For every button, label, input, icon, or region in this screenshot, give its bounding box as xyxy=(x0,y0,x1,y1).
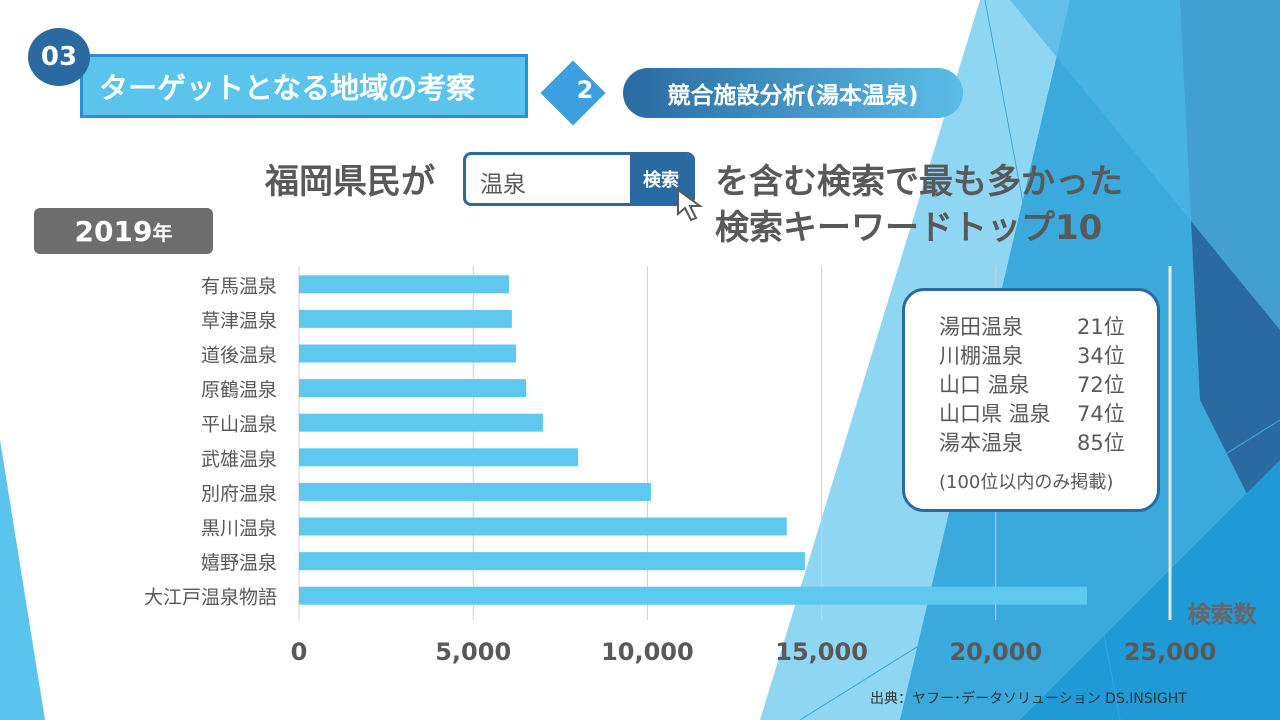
search-input: 温泉 xyxy=(480,172,526,198)
search-box-illustration: 温泉 検索 xyxy=(463,152,695,206)
ranking-row: 山口県 温泉 74位 xyxy=(939,398,1157,427)
headline-line1: を含む検索で最も多かった xyxy=(715,162,1123,202)
headline-prefix: 福岡県民が xyxy=(265,162,435,202)
step-title-pill: 競合施設分析(湯本温泉) xyxy=(623,68,963,118)
ranking-name: 湯本温泉 xyxy=(939,431,1023,455)
year-unit: 年 xyxy=(152,220,173,245)
ranking-name: 川棚温泉 xyxy=(939,344,1023,368)
ranking-rank: 72位 xyxy=(1077,373,1125,397)
ranking-row: 山口 温泉 72位 xyxy=(939,369,1157,398)
year: 2019 xyxy=(74,214,153,248)
ranking-name: 山口県 温泉 xyxy=(939,402,1051,426)
headline-line2: 検索キーワードトップ10 xyxy=(715,208,1103,248)
cursor-arrow-icon xyxy=(677,188,704,222)
ranking-name: 山口 温泉 xyxy=(939,373,1030,397)
ranking-box: 湯田温泉 21位川棚温泉 34位山口 温泉 72位山口県 温泉 74位湯本温泉 85位 (… xyxy=(902,288,1160,512)
ranking-row: 湯本温泉 85位 xyxy=(939,427,1157,456)
step-number: 2 xyxy=(576,76,594,104)
ranking-rank: 74位 xyxy=(1077,402,1125,426)
ranking-row: 川棚温泉 34位 xyxy=(939,340,1157,369)
source-citation: 出典：ヤフー･データソリューション DS.INSIGHT xyxy=(870,691,1187,707)
ranking-rank: 21位 xyxy=(1077,315,1125,339)
ranking-rank: 34位 xyxy=(1077,344,1125,368)
ranking-note: (100位以内のみ掲載) xyxy=(939,472,1114,493)
ranking-row: 湯田温泉 21位 xyxy=(939,311,1157,340)
year-badge: 2019 年 xyxy=(34,208,213,254)
section-title: ターゲットとなる地域の考察 xyxy=(80,54,528,118)
ranking-rank: 85位 xyxy=(1077,431,1125,455)
section-number-badge: 03 xyxy=(28,28,90,86)
ranking-name: 湯田温泉 xyxy=(939,315,1023,339)
